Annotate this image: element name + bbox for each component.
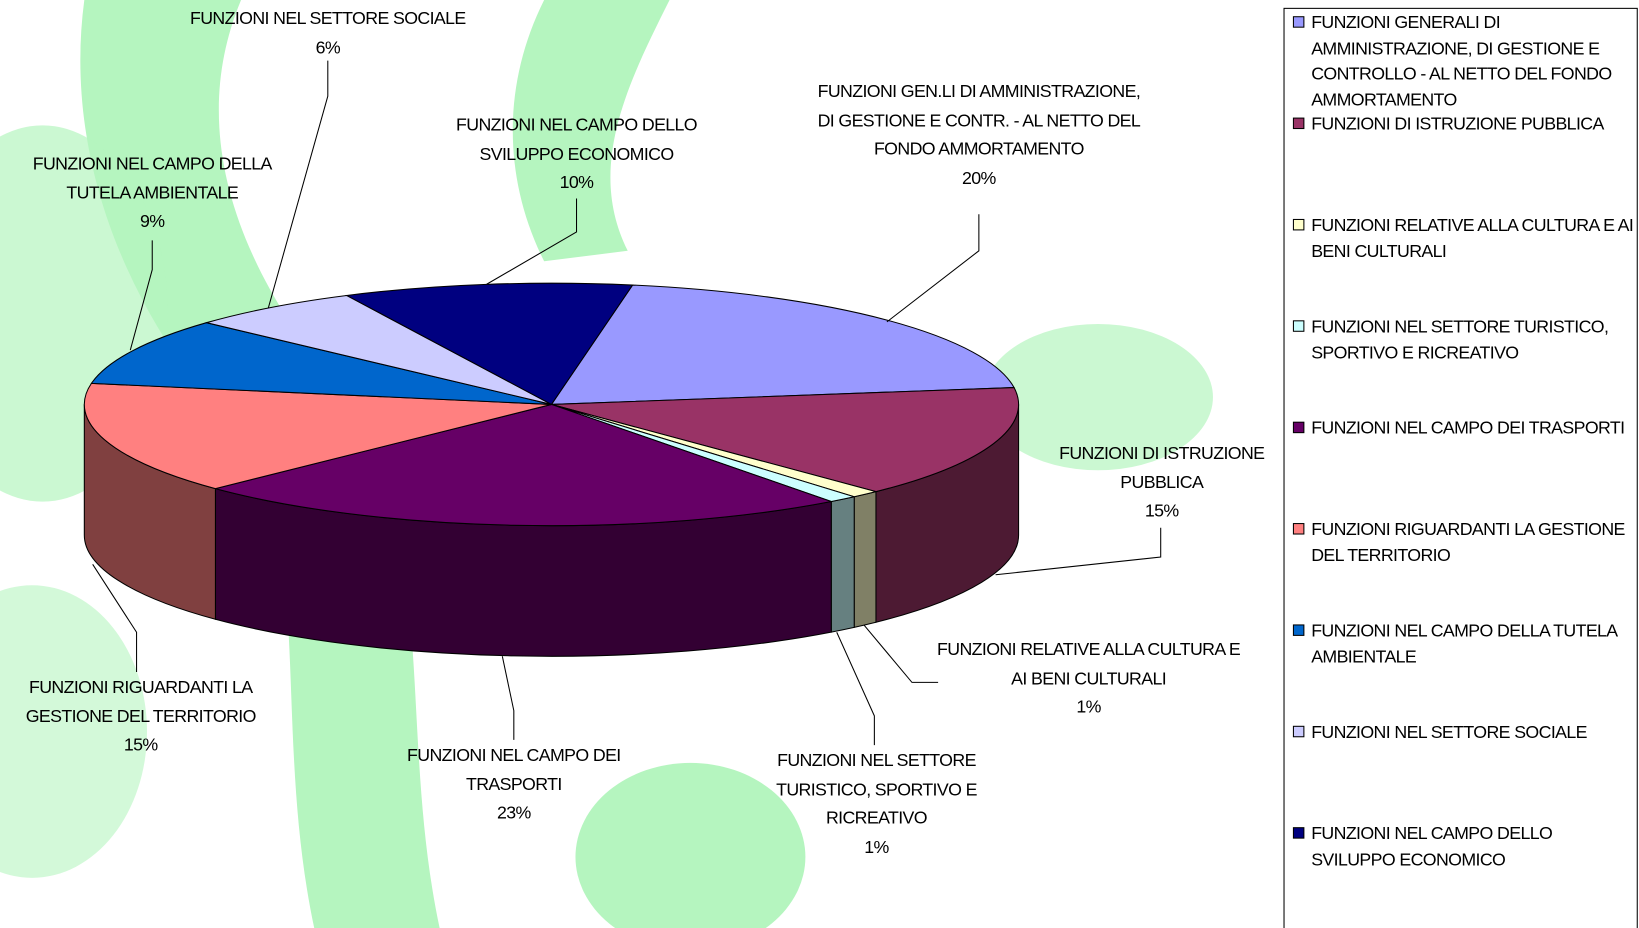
legend-label: FUNZIONI RIGUARDANTI LA GESTIONE DEL TER… bbox=[1311, 519, 1625, 565]
data-label-box: FUNZIONI GEN.LI DI AMMINISTRAZIONE, DI G… bbox=[812, 77, 1146, 192]
data-label: FUNZIONI NEL SETTORE SOCIALE 6% bbox=[155, 4, 500, 61]
legend-marker bbox=[1292, 725, 1305, 738]
slice-side bbox=[830, 496, 855, 633]
slice-label: FUNZIONI DI ISTRUZIONE PUBBLICA bbox=[1059, 443, 1265, 492]
slice-side bbox=[853, 490, 877, 629]
slice-label: FUNZIONI NEL SETTORE TURISTICO, SPORTIVO… bbox=[776, 750, 977, 828]
legend-label: FUNZIONI NEL SETTORE TURISTICO, SPORTIVO… bbox=[1311, 316, 1609, 363]
leader-line bbox=[995, 527, 1162, 576]
value-label: 10% bbox=[559, 172, 594, 193]
data-label-box: FUNZIONI DI ISTRUZIONE PUBBLICA 15% bbox=[1036, 439, 1287, 525]
legend-entry: FUNZIONI GENERALI DI AMMINISTRAZIONE, DI… bbox=[1311, 12, 1612, 110]
leader-line bbox=[863, 624, 939, 683]
value-label: 1% bbox=[864, 836, 889, 857]
legend-marker bbox=[1292, 523, 1305, 535]
data-label: FUNZIONI NEL SETTORE TURISTICO, SPORTIVO… bbox=[751, 746, 1002, 861]
leader-line bbox=[129, 240, 153, 351]
leader-line bbox=[486, 198, 578, 285]
legend-label: FUNZIONI RELATIVE ALLA CULTURA E AI BENI… bbox=[1311, 215, 1634, 261]
slice bbox=[551, 387, 1020, 493]
legend-entry: FUNZIONI RELATIVE ALLA CULTURA E AI BENI… bbox=[1311, 215, 1634, 261]
value-label: 23% bbox=[496, 802, 531, 823]
legend-label: FUNZIONI DI ISTRUZIONE PUBBLICA bbox=[1311, 113, 1604, 134]
slice bbox=[90, 322, 552, 405]
data-label-box: FUNZIONI NEL CAMPO DEI TRASPORTI 23% bbox=[378, 741, 650, 827]
data-label-box: FUNZIONI NEL SETTORE TURISTICO, SPORTIVO… bbox=[751, 746, 1002, 861]
data-label: FUNZIONI NEL CAMPO DEI TRASPORTI 23% bbox=[378, 741, 650, 827]
leader-line bbox=[886, 214, 980, 323]
legend-label: FUNZIONI NEL CAMPO DELLO SVILUPPO ECONOM… bbox=[1311, 823, 1553, 869]
legend-label: FUNZIONI NEL CAMPO DELLA TUTELA AMBIENTA… bbox=[1311, 620, 1617, 667]
data-label: FUNZIONI RELATIVE ALLA CULTURA E AI BENI… bbox=[932, 635, 1246, 721]
value-label: 15% bbox=[123, 734, 158, 755]
leader-line bbox=[501, 656, 515, 740]
slice-label: FUNZIONI NEL SETTORE SOCIALE bbox=[189, 8, 466, 29]
slice bbox=[204, 294, 552, 405]
slice-label: FUNZIONI NEL CAMPO DELLO SVILUPPO ECONOM… bbox=[456, 114, 698, 164]
slice-label: FUNZIONI NEL CAMPO DELLA TUTELA AMBIENTA… bbox=[32, 153, 273, 203]
legend-entry: FUNZIONI NEL CAMPO DELLA TUTELA AMBIENTA… bbox=[1311, 620, 1617, 667]
value-label: 6% bbox=[315, 37, 341, 57]
data-label: FUNZIONI NEL CAMPO DELLA TUTELA AMBIENTA… bbox=[1, 149, 304, 235]
legend-marker bbox=[1292, 827, 1305, 839]
data-label-box: FUNZIONI RIGUARDANTI LA GESTIONE DEL TER… bbox=[0, 673, 282, 759]
slice-label: FUNZIONI RELATIVE ALLA CULTURA E AI BENI… bbox=[937, 639, 1241, 689]
slice bbox=[213, 403, 834, 527]
legend-marker bbox=[1292, 117, 1305, 130]
data-label: FUNZIONI NEL CAMPO DELLO SVILUPPO ECONOM… bbox=[425, 111, 728, 197]
slice-label: FUNZIONI RIGUARDANTI LA GESTIONE DEL TER… bbox=[25, 677, 257, 726]
slice bbox=[83, 382, 552, 490]
legend-entry: FUNZIONI NEL SETTORE TURISTICO, SPORTIVO… bbox=[1311, 316, 1609, 363]
legend-marker bbox=[1292, 421, 1305, 434]
data-label-box: FUNZIONI RELATIVE ALLA CULTURA E AI BENI… bbox=[932, 635, 1246, 721]
data-label-box: FUNZIONI NEL CAMPO DELLA TUTELA AMBIENTA… bbox=[1, 149, 304, 235]
value-label: 20% bbox=[962, 167, 996, 188]
value-label: 15% bbox=[1144, 500, 1179, 521]
legend-marker bbox=[1292, 218, 1305, 231]
legend-label: FUNZIONI GENERALI DI AMMINISTRAZIONE, DI… bbox=[1311, 12, 1612, 110]
value-label: 9% bbox=[140, 211, 165, 231]
legend-box bbox=[1283, 7, 1638, 928]
legend-marker bbox=[1292, 624, 1305, 636]
legend-marker bbox=[1292, 16, 1305, 28]
legend-entry: FUNZIONI RIGUARDANTI LA GESTIONE DEL TER… bbox=[1311, 519, 1625, 565]
slice-label: FUNZIONI NEL CAMPO DEI TRASPORTI bbox=[407, 745, 621, 794]
leader-line bbox=[92, 564, 138, 672]
slice bbox=[550, 284, 1015, 405]
data-label: FUNZIONI RIGUARDANTI LA GESTIONE DEL TER… bbox=[0, 673, 282, 759]
slice-label: FUNZIONI GEN.LI DI AMMINISTRAZIONE, DI G… bbox=[817, 81, 1141, 159]
legend-entry: FUNZIONI DI ISTRUZIONE PUBBLICA bbox=[1311, 113, 1604, 134]
data-label-box: FUNZIONI NEL CAMPO DELLO SVILUPPO ECONOM… bbox=[425, 111, 728, 197]
leader-line bbox=[836, 632, 875, 746]
data-label: FUNZIONI DI ISTRUZIONE PUBBLICA 15% bbox=[1036, 439, 1287, 525]
data-label-box: FUNZIONI NEL SETTORE SOCIALE 6% bbox=[155, 4, 500, 61]
legend-entry: FUNZIONI NEL SETTORE SOCIALE bbox=[1311, 722, 1587, 742]
legend-entry: FUNZIONI NEL CAMPO DEI TRASPORTI bbox=[1311, 418, 1625, 438]
leader-line bbox=[267, 60, 329, 309]
legend-marker bbox=[1292, 320, 1305, 332]
value-label: 1% bbox=[1076, 697, 1101, 717]
legend-label: FUNZIONI NEL SETTORE SOCIALE bbox=[1311, 722, 1587, 742]
legend-label: FUNZIONI NEL CAMPO DEI TRASPORTI bbox=[1311, 418, 1625, 438]
data-label: FUNZIONI GEN.LI DI AMMINISTRAZIONE, DI G… bbox=[812, 77, 1146, 192]
slice bbox=[344, 282, 634, 406]
legend-entry: FUNZIONI NEL CAMPO DELLO SVILUPPO ECONOM… bbox=[1311, 823, 1553, 869]
